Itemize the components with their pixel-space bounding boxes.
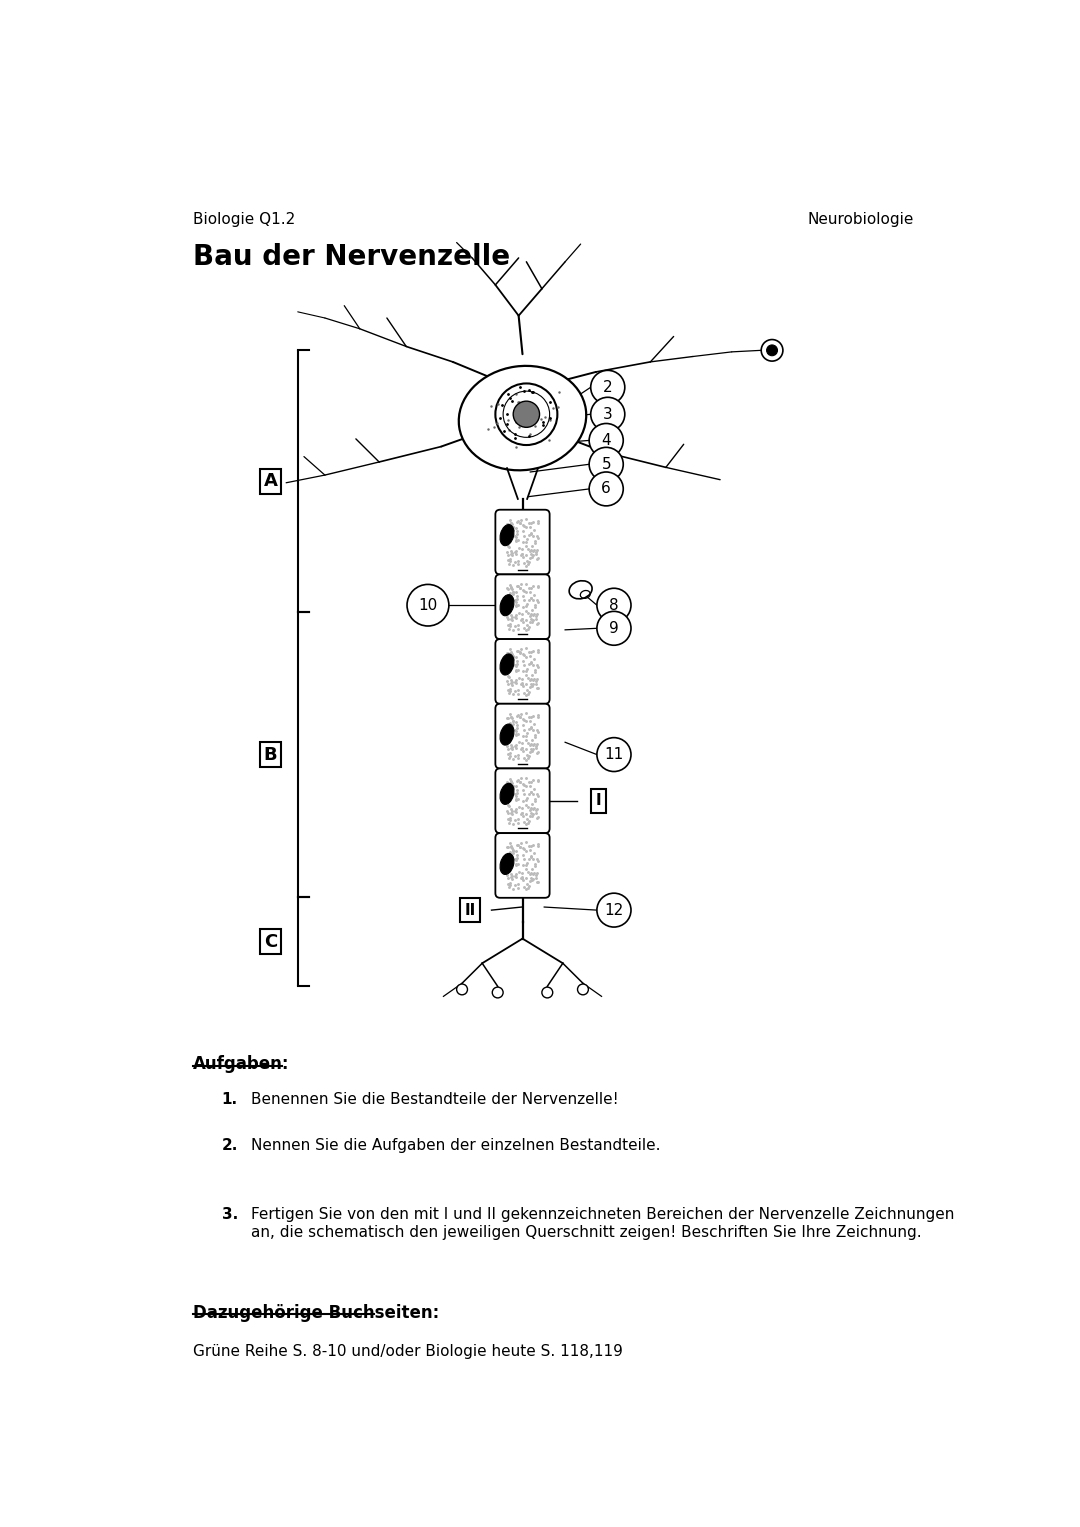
Ellipse shape xyxy=(500,724,514,745)
Ellipse shape xyxy=(500,654,514,675)
FancyBboxPatch shape xyxy=(496,574,550,640)
Circle shape xyxy=(590,423,623,458)
Text: Aufgaben:: Aufgaben: xyxy=(193,1055,289,1073)
Circle shape xyxy=(492,986,503,999)
Text: Dazugehörige Buchseiten:: Dazugehörige Buchseiten: xyxy=(193,1304,440,1321)
Text: 11: 11 xyxy=(605,747,623,762)
Ellipse shape xyxy=(459,366,586,470)
Text: II: II xyxy=(464,902,475,918)
Text: Neurobiologie: Neurobiologie xyxy=(808,212,914,226)
Text: 3: 3 xyxy=(603,406,612,421)
Circle shape xyxy=(590,447,623,481)
Circle shape xyxy=(496,383,557,444)
Circle shape xyxy=(597,611,631,646)
Text: Bau der Nervenzelle: Bau der Nervenzelle xyxy=(193,243,510,270)
FancyBboxPatch shape xyxy=(496,704,550,768)
Ellipse shape xyxy=(500,783,514,805)
Text: B: B xyxy=(264,745,278,764)
Text: 8: 8 xyxy=(609,597,619,612)
Text: 3.: 3. xyxy=(221,1208,238,1222)
Text: 4: 4 xyxy=(602,434,611,447)
FancyBboxPatch shape xyxy=(496,510,550,574)
Text: 12: 12 xyxy=(605,902,623,918)
Text: 2.: 2. xyxy=(221,1138,239,1153)
Circle shape xyxy=(407,585,449,626)
Ellipse shape xyxy=(500,525,514,545)
Circle shape xyxy=(591,397,625,431)
Circle shape xyxy=(457,983,468,994)
Text: I: I xyxy=(596,794,602,808)
FancyBboxPatch shape xyxy=(496,640,550,704)
Text: A: A xyxy=(264,472,278,490)
Ellipse shape xyxy=(500,854,514,875)
Circle shape xyxy=(591,371,625,405)
Text: Fertigen Sie von den mit I und II gekennzeichneten Bereichen der Nervenzelle Zei: Fertigen Sie von den mit I und II gekenn… xyxy=(252,1208,955,1240)
FancyBboxPatch shape xyxy=(496,834,550,898)
Text: C: C xyxy=(264,933,278,951)
Circle shape xyxy=(542,986,553,999)
Text: 5: 5 xyxy=(602,457,611,472)
Text: 1.: 1. xyxy=(221,1092,238,1107)
Circle shape xyxy=(578,983,589,994)
Ellipse shape xyxy=(569,580,592,599)
Circle shape xyxy=(597,588,631,621)
Circle shape xyxy=(590,472,623,505)
Circle shape xyxy=(767,345,778,356)
Text: 9: 9 xyxy=(609,621,619,635)
FancyBboxPatch shape xyxy=(496,768,550,834)
Circle shape xyxy=(761,339,783,360)
Circle shape xyxy=(513,402,540,428)
Text: Benennen Sie die Bestandteile der Nervenzelle!: Benennen Sie die Bestandteile der Nerven… xyxy=(252,1092,619,1107)
Circle shape xyxy=(597,893,631,927)
Circle shape xyxy=(597,738,631,771)
Text: Grüne Reihe S. 8-10 und/oder Biologie heute S. 118,119: Grüne Reihe S. 8-10 und/oder Biologie he… xyxy=(193,1344,623,1359)
Text: Nennen Sie die Aufgaben der einzelnen Bestandteile.: Nennen Sie die Aufgaben der einzelnen Be… xyxy=(252,1138,661,1153)
Text: 2: 2 xyxy=(603,380,612,395)
Text: 6: 6 xyxy=(602,481,611,496)
Text: 10: 10 xyxy=(418,597,437,612)
Ellipse shape xyxy=(500,594,514,615)
Text: Biologie Q1.2: Biologie Q1.2 xyxy=(193,212,295,226)
